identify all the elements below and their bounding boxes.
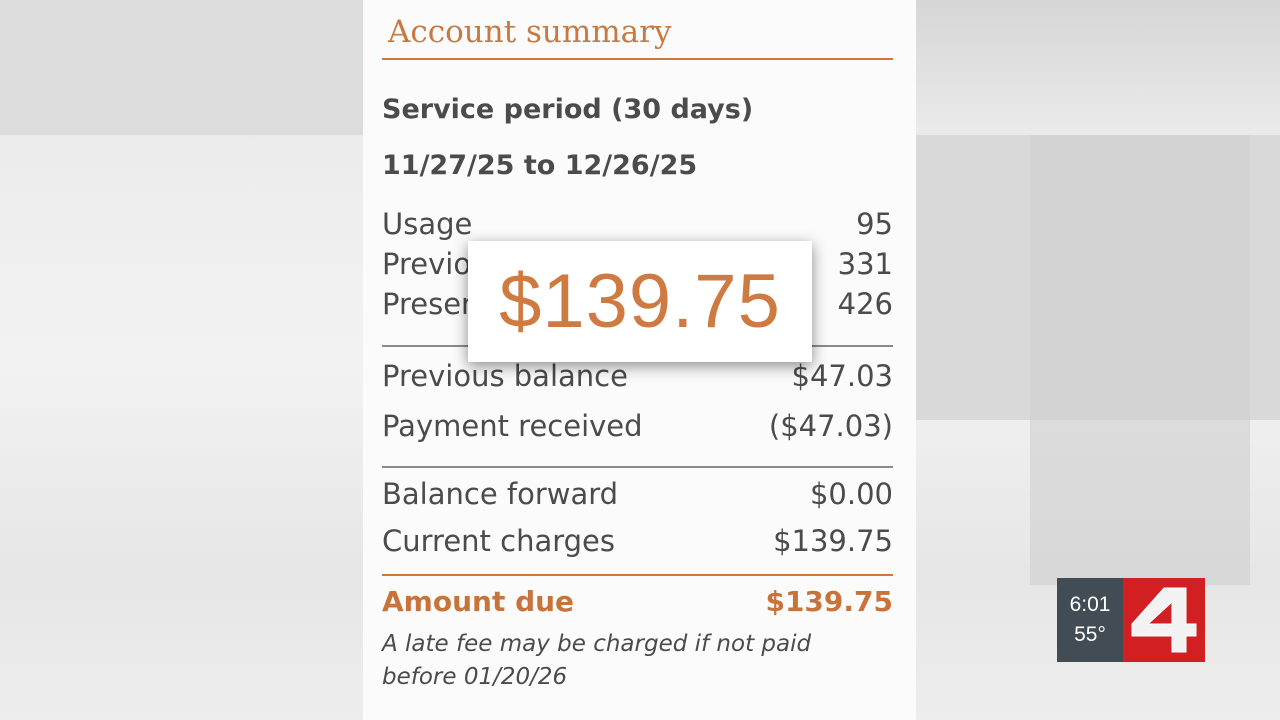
late-fee-note: A late fee may be charged if not paid xyxy=(382,631,812,657)
usage-label: Usage xyxy=(382,207,473,241)
previous-balance-value: $47.03 xyxy=(791,359,893,393)
present-reading-value: 426 xyxy=(837,287,893,321)
highlight-amount-popup: $139.75 xyxy=(468,241,812,362)
current-charges-value: $139.75 xyxy=(773,524,893,558)
time: 6:01 xyxy=(1069,593,1111,616)
balance-forward-value: $0.00 xyxy=(809,477,893,511)
payment-received-label: Payment received xyxy=(382,409,643,443)
channel-4-logo-icon xyxy=(1131,587,1197,653)
title-underline xyxy=(382,58,893,60)
temperature: 55° xyxy=(1074,623,1106,646)
balance-forward-label: Balance forward xyxy=(382,477,619,511)
current-charges-label: Current charges xyxy=(382,524,616,558)
previous-reading-value: 331 xyxy=(837,247,893,281)
amount-due-value: $139.75 xyxy=(765,585,893,618)
late-fee-note-date: before 01/20/26 xyxy=(382,664,568,690)
station-bug: 6:01 55° xyxy=(1057,578,1205,662)
previous-balance-label: Previous balance xyxy=(382,359,628,393)
service-period: Service period (30 days) xyxy=(382,94,754,125)
time-weather: 6:01 55° xyxy=(1057,578,1123,662)
usage-value: 95 xyxy=(856,207,893,241)
channel-4-logo xyxy=(1123,578,1205,662)
divider xyxy=(382,574,893,576)
amount-due-label: Amount due xyxy=(382,585,575,618)
card-title: Account summary xyxy=(388,14,672,50)
divider xyxy=(382,466,893,468)
payment-received-value: ($47.03) xyxy=(768,409,893,443)
highlight-amount: $139.75 xyxy=(499,259,781,344)
background-panel xyxy=(1030,135,1250,585)
background-panel xyxy=(0,0,363,135)
date-range: 11/27/25 to 12/26/25 xyxy=(382,150,698,181)
